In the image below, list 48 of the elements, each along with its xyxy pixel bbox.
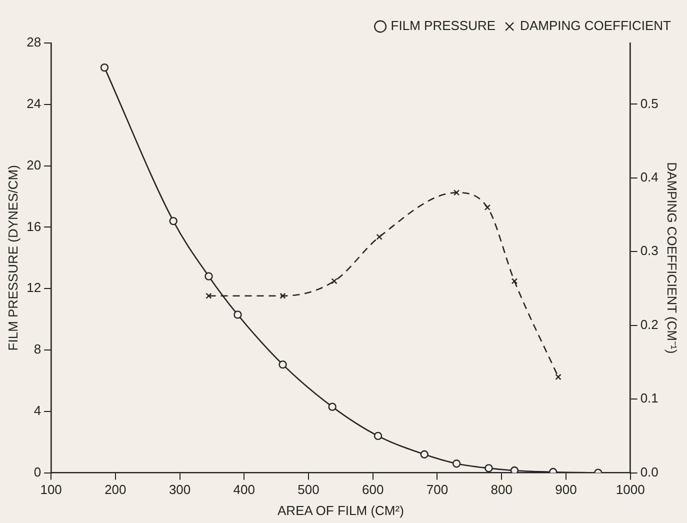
point: [169, 216, 178, 226]
x-tick-label: 200: [104, 482, 126, 498]
x-tick-label: 1000: [616, 482, 645, 498]
point: [453, 190, 460, 196]
y-tick-label: 4: [34, 402, 42, 418]
point: [204, 272, 213, 280]
point: [278, 360, 287, 369]
y2-tick-label: 0.2: [640, 316, 658, 332]
point: [510, 466, 519, 473]
point: [511, 278, 518, 284]
x-tick-label: 300: [168, 482, 191, 498]
y2-axis-title: DAMPING COEFFICIENT (CM⁻¹): [664, 162, 680, 354]
y-tick-label: 24: [26, 96, 42, 111]
y2-tick-label: 0.4: [640, 169, 658, 184]
x-tick-label: 900: [555, 482, 577, 498]
point: [331, 278, 338, 284]
y-tick-label: 12: [26, 280, 42, 296]
y-tick-label: 28: [26, 34, 42, 50]
y-tick-label: 20: [26, 157, 42, 172]
point: [280, 292, 286, 299]
legend-label: FILM PRESSURE: [390, 18, 496, 34]
x-tick-label: 700: [426, 482, 448, 498]
x-tick-label: 600: [362, 482, 384, 498]
legend-label: DAMPING COEFFICIENT: [520, 18, 672, 34]
x-tick-label: 100: [40, 482, 62, 498]
y2-tick-label: 0.3: [640, 243, 658, 258]
y-tick-label: 16: [26, 218, 42, 234]
y2-tick-label: 0.5: [640, 96, 658, 111]
point: [206, 292, 212, 299]
y-axis-title: FILM PRESSURE (DYNES/CM): [5, 165, 20, 351]
point: [376, 234, 382, 240]
point: [374, 432, 382, 440]
x-tick-label: 400: [233, 482, 255, 498]
point: [484, 464, 493, 472]
y-tick-label: 8: [34, 342, 42, 357]
x-axis-title: AREA OF FILM (CM²): [278, 502, 404, 518]
x-tick-label: 500: [298, 482, 320, 498]
point: [484, 204, 491, 210]
y-tick-label: 0: [34, 464, 42, 480]
x-tick-label: 800: [490, 482, 512, 498]
point: [555, 374, 562, 380]
point: [452, 459, 461, 468]
y2-tick-label: 0.1: [640, 390, 658, 406]
point: [100, 63, 109, 72]
point: [234, 310, 242, 319]
point: [328, 402, 336, 411]
point: [420, 450, 428, 458]
y2-tick-label: 0.0: [640, 464, 658, 480]
